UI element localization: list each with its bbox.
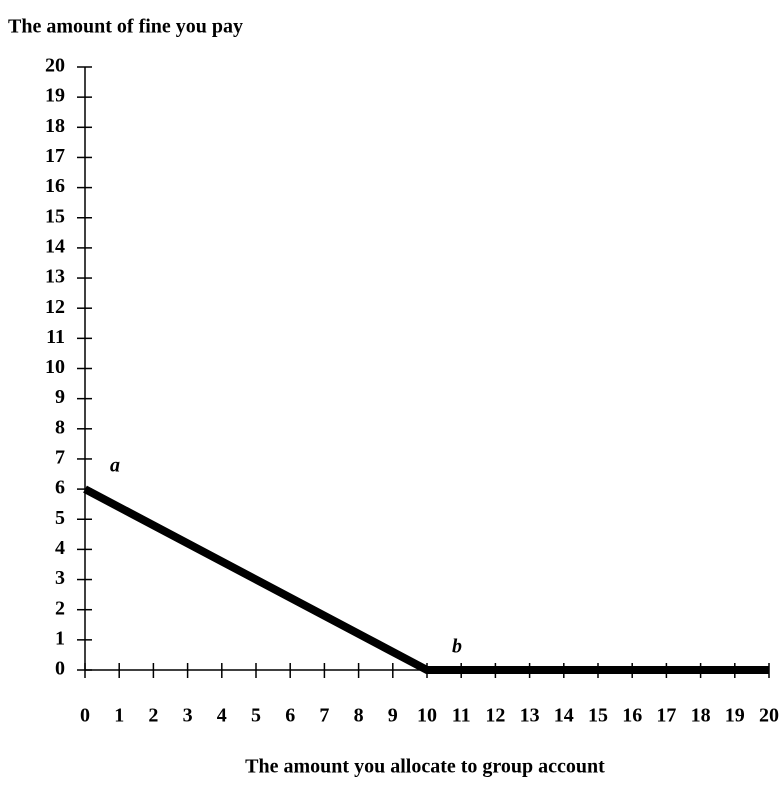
x-axis-title: The amount you allocate to group account [245,756,605,778]
y-tick-label: 0 [55,658,65,680]
y-tick-label: 11 [46,326,65,348]
x-tick-label: 17 [656,705,676,727]
x-tick-label: 8 [354,705,364,727]
x-tick-label: 6 [285,705,295,727]
y-tick-label: 7 [55,447,65,469]
x-tick-label: 15 [588,705,608,727]
y-tick-label: 15 [45,205,65,227]
annotation: a [110,455,120,477]
y-tick-label: 2 [55,597,65,619]
x-tick-label: 14 [554,705,574,727]
line [83,485,769,674]
x-tick-label: 9 [388,705,398,727]
x-tick-label: 1 [114,705,124,727]
x-tick-label: 20 [759,705,779,727]
x-tick-label: 4 [217,705,227,727]
y-tick-label: 16 [45,175,65,197]
x-tick-label: 0 [80,705,90,727]
y-tick-label: 17 [45,145,65,167]
y-tick-label: 5 [55,507,65,529]
x-tick-label: 13 [520,705,540,727]
y-tick-label: 10 [45,356,65,378]
x-tick-label: 2 [148,705,158,727]
y-tick-label: 1 [55,627,65,649]
y-tick-label: 6 [55,477,65,499]
x-tick-label: 18 [691,705,711,727]
annotation: b [452,636,462,658]
y-tick-label: 8 [55,416,65,438]
y-tick-label: 14 [45,235,65,257]
x-tick-label: 12 [485,705,505,727]
y-tick-label: 19 [45,85,65,107]
x-tick-label: 19 [725,705,745,727]
y-axis-title: The amount of fine you pay [8,16,243,38]
y-tick-label: 4 [55,537,65,559]
x-tick-label: 16 [622,705,642,727]
y-tick-label: 20 [45,55,65,77]
y-tick-label: 9 [55,386,65,408]
x-tick-label: 11 [452,705,471,727]
y-tick-label: 3 [55,567,65,589]
x-tick-label: 7 [319,705,329,727]
y-tick-label: 18 [45,115,65,137]
y-tick-label: 12 [45,296,65,318]
y-tick-label: 13 [45,266,65,288]
x-tick-label: 3 [183,705,193,727]
x-tick-label: 5 [251,705,261,727]
x-tick-label: 10 [417,705,437,727]
